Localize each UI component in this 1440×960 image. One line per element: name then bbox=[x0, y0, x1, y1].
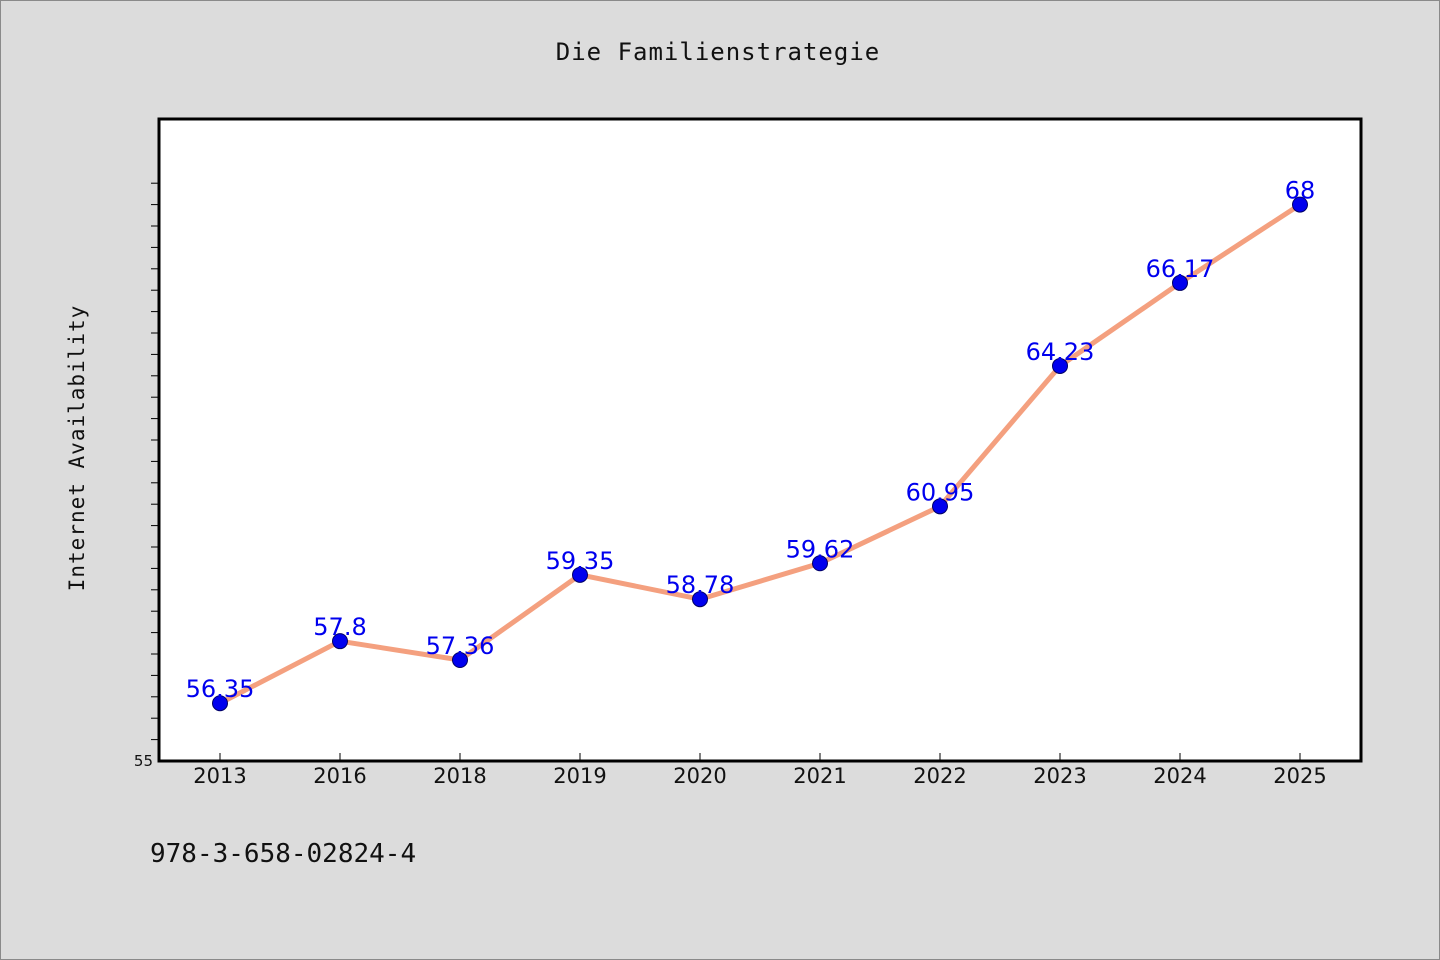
data-point bbox=[692, 591, 708, 608]
isbn-footer: 978-3-658-02824-4 bbox=[150, 839, 416, 869]
y-axis-ticks bbox=[151, 182, 159, 741]
x-tick-label: 2021 bbox=[793, 764, 846, 788]
y-axis-label: Internet Availability bbox=[65, 305, 89, 592]
x-tick-label: 2020 bbox=[673, 764, 726, 788]
data-point bbox=[932, 498, 948, 515]
data-point bbox=[572, 566, 588, 583]
data-label: 68 bbox=[1285, 177, 1316, 205]
data-label: 60.95 bbox=[906, 478, 975, 506]
data-label: 59.62 bbox=[786, 535, 855, 563]
series-line bbox=[217, 202, 1303, 706]
x-tick-label: 2022 bbox=[913, 764, 966, 788]
x-tick-label: 2019 bbox=[553, 764, 606, 788]
plot-area bbox=[157, 117, 1363, 763]
data-label: 64.23 bbox=[1026, 338, 1095, 366]
x-tick-label: 2016 bbox=[313, 764, 366, 788]
data-label: 57.36 bbox=[426, 632, 495, 660]
data-point bbox=[1052, 357, 1068, 374]
data-label: 56.35 bbox=[186, 675, 255, 703]
chart-title: Die Familienstrategie bbox=[556, 38, 880, 66]
x-tick-label: 2013 bbox=[193, 764, 246, 788]
x-tick-label: 2018 bbox=[433, 764, 486, 788]
data-point bbox=[332, 633, 348, 650]
data-labels: 56.35 57.8 57.36 59.35 58.78 59.62 60.95 64.23 6… bbox=[186, 177, 1316, 704]
data-point bbox=[212, 695, 228, 712]
data-point bbox=[812, 555, 828, 572]
data-label: 57.8 bbox=[313, 613, 366, 641]
x-axis-ticks: 2013 2016 2018 2019 2020 2021 2022 2023 2024 2025 bbox=[193, 753, 1327, 788]
data-point bbox=[452, 651, 468, 668]
data-markers bbox=[212, 196, 1308, 712]
y-tick-label: 55 bbox=[134, 752, 153, 770]
x-tick-label: 2024 bbox=[1153, 764, 1206, 788]
x-tick-label: 2025 bbox=[1273, 764, 1326, 788]
x-tick-label: 2023 bbox=[1033, 764, 1086, 788]
data-label: 66.17 bbox=[1146, 255, 1215, 283]
data-point bbox=[1292, 196, 1308, 213]
data-point bbox=[1172, 274, 1188, 291]
data-label: 59.35 bbox=[546, 547, 615, 575]
data-label: 58.78 bbox=[666, 571, 735, 599]
